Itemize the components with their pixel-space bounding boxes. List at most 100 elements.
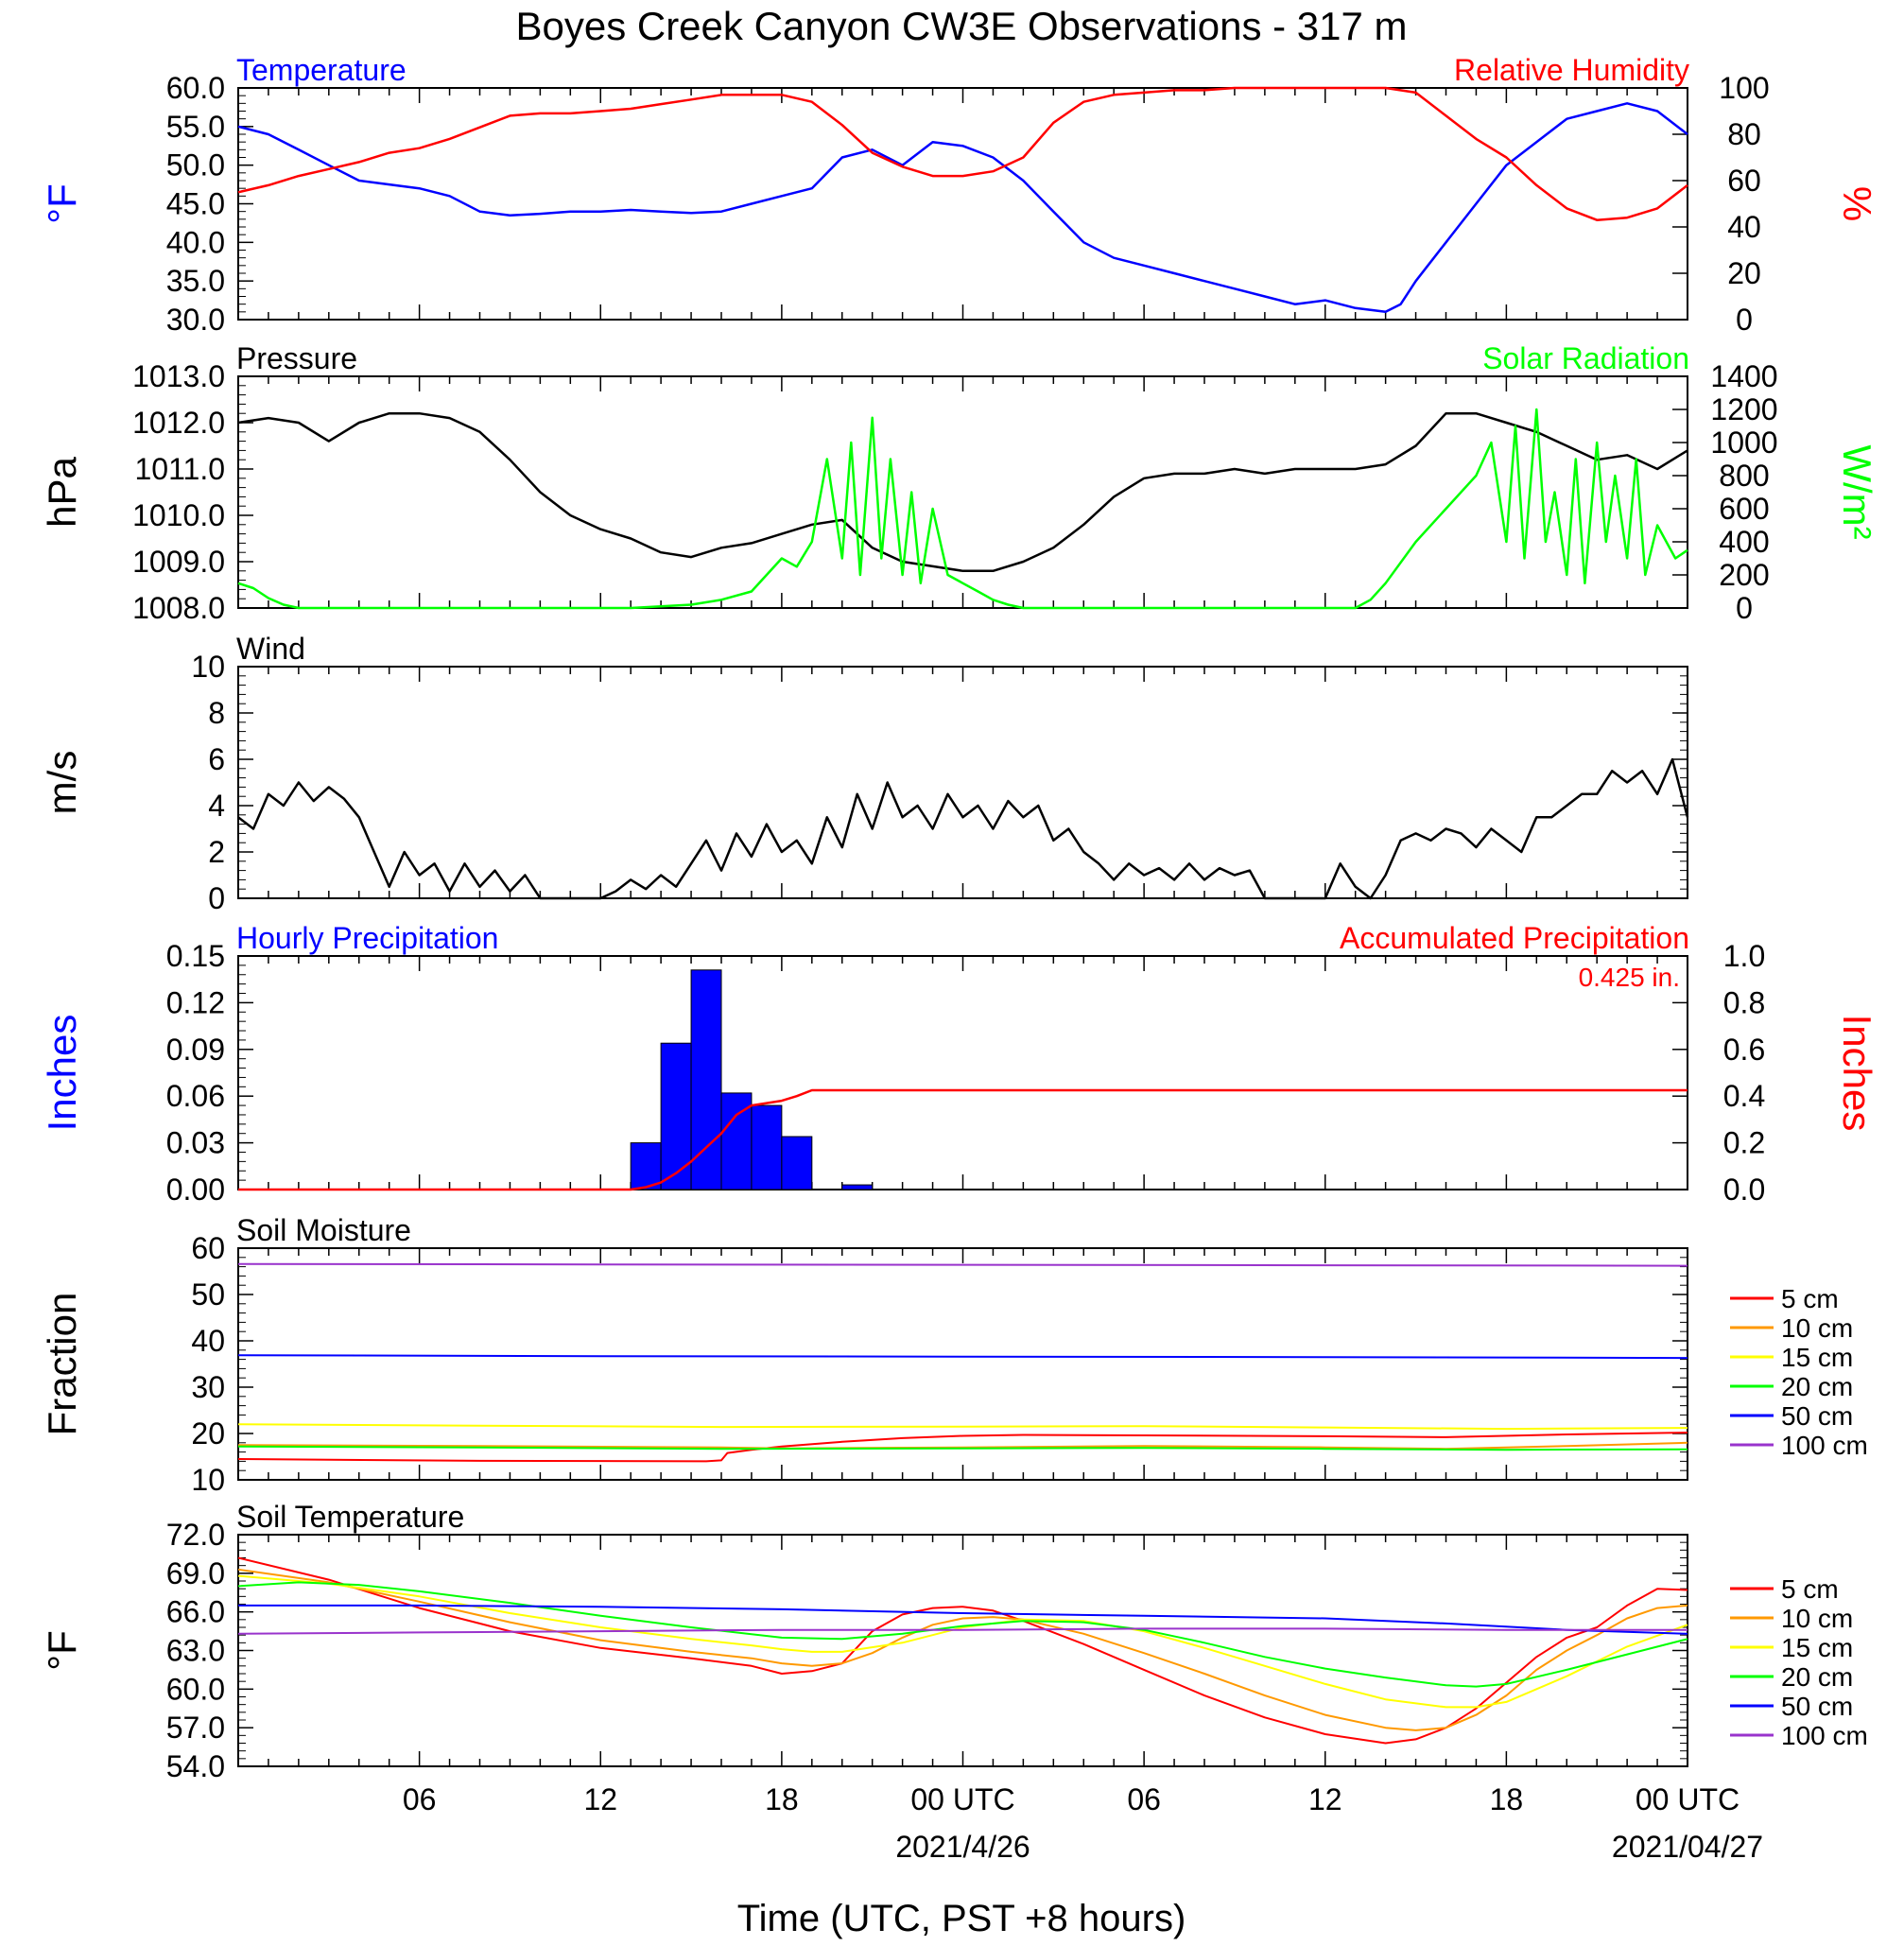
y-tick-label-left: 0.09	[166, 1033, 225, 1067]
y-axis-label-left: Inches	[40, 1015, 84, 1132]
panel-title-left: Soil Temperature	[236, 1500, 464, 1534]
panel-title-right: Accumulated Precipitation	[1340, 921, 1689, 955]
y-tick-label-right: 0.6	[1723, 1033, 1765, 1067]
precip-bar	[751, 1104, 783, 1190]
y-tick-label-left: 1011.0	[135, 452, 226, 486]
y-tick-label-left: 2	[208, 835, 225, 869]
series-line-solar-radiation	[237, 408, 1688, 610]
panel-title-left: Pressure	[236, 341, 357, 375]
panel-annotation: 0.425 in.	[1579, 963, 1680, 992]
x-tick-label: 06	[1127, 1782, 1161, 1816]
series-line-relative-humidity	[237, 86, 1688, 221]
x-tick-label: 00 UTC	[910, 1782, 1014, 1816]
precip-bar	[630, 1142, 662, 1190]
y-tick-label-left: 69.0	[166, 1556, 225, 1590]
panel-title-left: Soil Moisture	[236, 1213, 411, 1247]
panel-wind: 0 2 4 6 8 10 Wind m/s	[40, 632, 1689, 915]
y-tick-label-left: 55.0	[166, 110, 225, 144]
y-axis-label-left: °F	[40, 183, 84, 223]
y-tick-label-left: 54.0	[166, 1749, 225, 1783]
x-axis-label: Time (UTC, PST +8 hours)	[737, 1898, 1186, 1939]
x-date-label: 2021/4/26	[895, 1830, 1030, 1864]
y-tick-label-left: 50.0	[166, 148, 225, 182]
y-tick-label-right: 200	[1719, 558, 1769, 592]
y-tick-label-left: 50	[191, 1277, 225, 1312]
panel-precipitation: 0.00 0.03 0.06 0.09 0.12 0.15 0.0 0.2 0.4 0.6 0.8 1…	[40, 921, 1879, 1207]
y-tick-label-left: 4	[208, 789, 225, 823]
y-tick-label-left: 0.15	[166, 939, 225, 973]
y-tick-label-right: 1200	[1710, 392, 1777, 426]
y-tick-label-left: 60.0	[166, 71, 225, 105]
precip-bar	[841, 1184, 874, 1190]
series-line-100-cm	[237, 1262, 1688, 1267]
y-axis-label-left: Fraction	[40, 1293, 84, 1436]
y-tick-label-right: 1400	[1710, 359, 1777, 393]
series-line-temperature	[237, 102, 1688, 314]
y-tick-label-right: 600	[1719, 492, 1769, 526]
legend-label: 15 cm	[1781, 1633, 1853, 1662]
y-tick-label-left: 0.00	[166, 1173, 225, 1207]
series-line-wind	[237, 757, 1689, 900]
legend-label: 10 cm	[1781, 1313, 1853, 1343]
legend-label: 20 cm	[1781, 1372, 1853, 1401]
legend-label: 10 cm	[1781, 1604, 1853, 1633]
x-tick-label: 12	[1308, 1782, 1342, 1816]
legend-label: 5 cm	[1781, 1574, 1839, 1604]
y-tick-label-left: 10	[191, 650, 225, 684]
y-axis-label-right: Inches	[1835, 1015, 1879, 1132]
y-tick-label-left: 35.0	[166, 264, 225, 298]
legend-label: 5 cm	[1781, 1284, 1839, 1313]
y-tick-label-left: 0.06	[166, 1079, 225, 1113]
series-line-15-cm	[237, 1574, 1688, 1709]
y-tick-label-left: 40	[191, 1324, 225, 1358]
y-tick-label-right: 1.0	[1723, 939, 1765, 973]
x-date-label: 2021/04/27	[1612, 1830, 1763, 1864]
legend-label: 20 cm	[1781, 1662, 1853, 1692]
y-tick-label-left: 10	[191, 1463, 225, 1497]
series-line-20-cm	[237, 1581, 1688, 1688]
legend-label: 100 cm	[1781, 1431, 1868, 1460]
x-tick-label: 00 UTC	[1636, 1782, 1740, 1816]
y-axis-label-left: °F	[40, 1630, 84, 1670]
y-tick-label-left: 8	[208, 696, 225, 730]
series-line-accumulated-precipitation	[238, 1088, 1688, 1191]
y-tick-label-left: 63.0	[166, 1634, 225, 1668]
series-line-50-cm	[238, 1604, 1688, 1635]
y-tick-label-left: 6	[208, 742, 225, 776]
panel-title-right: Relative Humidity	[1454, 53, 1689, 87]
panel-title-right: Solar Radiation	[1482, 341, 1689, 375]
legend-label: 100 cm	[1781, 1721, 1868, 1750]
y-tick-label-left: 20	[191, 1416, 225, 1451]
y-tick-label-left: 30	[191, 1370, 225, 1404]
y-tick-label-left: 0	[208, 881, 225, 915]
panel-soil_temperature: 54.0 57.0 60.0 63.0 66.0 69.0 72.0 Soil Tempera…	[40, 1500, 1868, 1783]
y-tick-label-right: 20	[1727, 256, 1761, 290]
y-tick-label-left: 40.0	[166, 225, 225, 259]
y-tick-label-left: 60.0	[166, 1672, 225, 1706]
y-axis-label-right: %	[1835, 186, 1879, 221]
legend-label: 50 cm	[1781, 1401, 1853, 1431]
series-line-20-cm	[237, 1445, 1688, 1451]
y-tick-label-right: 0.4	[1723, 1079, 1765, 1113]
series-line-10-cm	[237, 1441, 1688, 1451]
y-tick-label-right: 800	[1719, 459, 1769, 493]
y-tick-label-right: 40	[1727, 210, 1761, 244]
y-tick-label-left: 0.03	[166, 1126, 225, 1160]
y-tick-label-left: 1013.0	[132, 359, 225, 393]
precip-bar	[781, 1136, 813, 1190]
x-tick-label: 12	[583, 1782, 617, 1816]
panel-temperature_rh: 30.0 35.0 40.0 45.0 50.0 55.0 60.0 0 20 40 60 80 100…	[40, 53, 1879, 337]
y-tick-label-right: 1000	[1710, 426, 1777, 460]
y-tick-label-right: 80	[1727, 117, 1761, 151]
y-tick-label-left: 66.0	[166, 1595, 225, 1629]
series-line-50-cm	[237, 1354, 1688, 1360]
legend-label: 15 cm	[1781, 1343, 1853, 1372]
y-axis-label-left: m/s	[40, 751, 84, 815]
y-tick-label-right: 400	[1719, 525, 1769, 559]
y-tick-label-left: 45.0	[166, 187, 225, 221]
y-tick-label-left: 1010.0	[132, 498, 225, 532]
y-tick-label-right: 0	[1736, 591, 1753, 625]
y-tick-label-right: 0.8	[1723, 985, 1765, 1019]
panels-group: 30.035.040.045.050.055.060.0020406080100…	[40, 53, 1879, 1864]
figure-title: Boyes Creek Canyon CW3E Observations - 3…	[515, 4, 1407, 48]
